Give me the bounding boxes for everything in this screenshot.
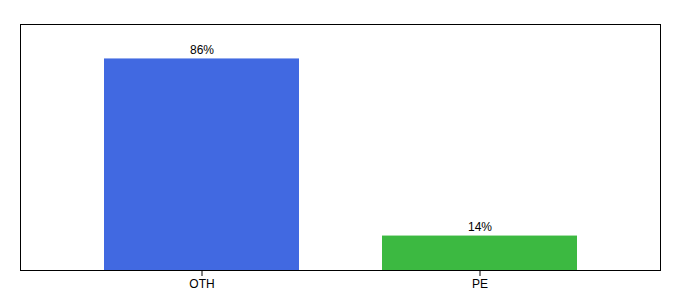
svg-text:OTH: OTH xyxy=(189,277,214,291)
svg-text:PE: PE xyxy=(472,277,488,291)
svg-text:86%: 86% xyxy=(190,43,214,57)
svg-text:14%: 14% xyxy=(468,220,492,234)
